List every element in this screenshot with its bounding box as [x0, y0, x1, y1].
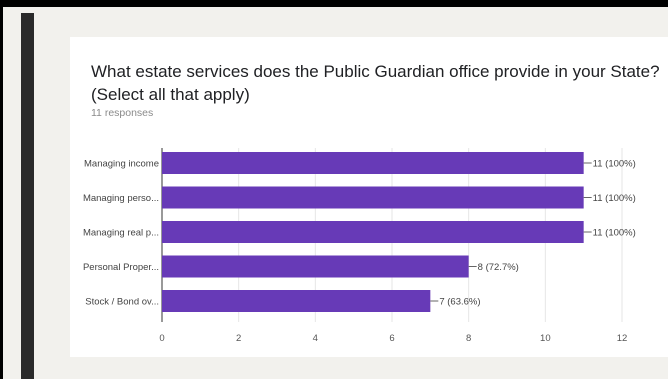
- left-accent-bar: [21, 13, 34, 379]
- bars: [162, 152, 584, 312]
- category-label: Managing real p...: [83, 228, 159, 239]
- category-label: Stock / Bond ov...: [85, 297, 159, 308]
- data-label: 11 (100%): [593, 159, 636, 170]
- category-label: Personal Proper...: [83, 262, 159, 273]
- bar: [162, 186, 584, 209]
- labels: 0 2 4 6 8 10 12 Managing income 11 (100%) Managin…: [83, 159, 636, 345]
- x-tick-label: 8: [466, 333, 471, 344]
- x-tick-label: 0: [159, 333, 164, 344]
- x-tick-label: 12: [617, 333, 628, 344]
- x-tick-label: 4: [313, 333, 318, 344]
- data-label: 7 (63.6%): [439, 297, 480, 308]
- x-tick-label: 10: [540, 333, 551, 344]
- x-tick-label: 2: [236, 333, 241, 344]
- response-count: 11 responses: [91, 107, 154, 119]
- data-label: 8 (72.7%): [478, 262, 519, 273]
- chart-title: What estate services does the Public Gua…: [91, 62, 660, 104]
- x-tick-label: 6: [389, 333, 394, 344]
- data-label: 11 (100%): [593, 228, 636, 239]
- bar: [162, 255, 469, 278]
- bar: [162, 152, 584, 174]
- bar: [162, 290, 431, 312]
- data-label: 11 (100%): [593, 193, 636, 204]
- bar: [162, 221, 584, 243]
- category-label: Managing perso...: [83, 193, 159, 204]
- category-label: Managing income: [84, 159, 159, 170]
